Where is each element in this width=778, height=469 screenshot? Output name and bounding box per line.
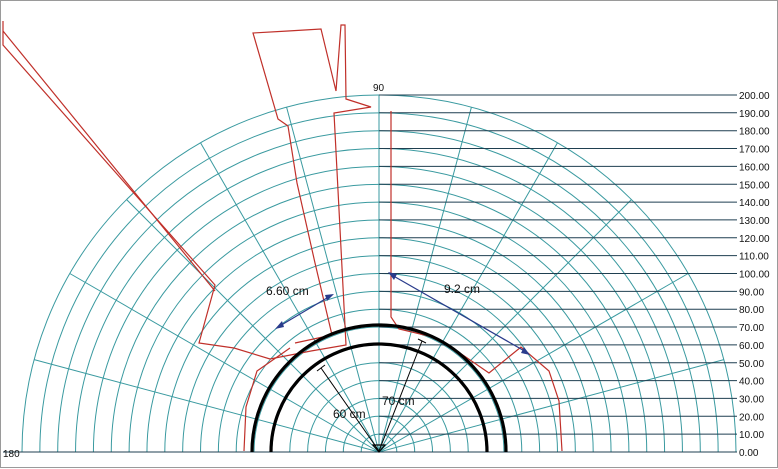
level-tick-label: 180.00 [739, 127, 770, 138]
level-tick-label: 40.00 [739, 377, 764, 388]
level-tick-label: 140.00 [739, 198, 770, 209]
angle-label-180: 180 [3, 449, 20, 460]
outer-ring [250, 323, 508, 453]
polar-grid-rays [22, 95, 736, 453]
dimension-arrow-right [388, 272, 530, 355]
grid-ray [378, 107, 472, 453]
grid-ray [34, 359, 380, 453]
dimension-line-70cm [378, 338, 427, 452]
measurement-inner-diameter: 60 cm [333, 407, 366, 421]
level-tick-label: 160.00 [739, 162, 770, 173]
level-tick-label: 130.00 [739, 216, 770, 227]
level-tick-label: 20.00 [739, 412, 764, 423]
level-tick-label: 110.00 [739, 252, 769, 263]
angle-label-90: 90 [373, 83, 385, 94]
red-outline-left-b [2, 30, 216, 292]
level-tick-label: 60.00 [739, 341, 764, 352]
level-labels: 0.00 10.00 20.00 30.00 40.00 50.00 60.00 70.00 8… [739, 91, 770, 459]
arrowhead-icon [275, 321, 284, 329]
level-tick-label: 50.00 [739, 359, 764, 370]
level-tick-label: 90.00 [739, 287, 764, 298]
level-tick-label: 170.00 [739, 145, 770, 156]
level-tick-label: 80.00 [739, 305, 764, 316]
level-tick-label: 100.00 [739, 270, 770, 281]
grid-ray [378, 359, 724, 453]
grid-ray [378, 199, 632, 453]
measurement-outer-diameter: 70 cm [382, 394, 415, 408]
grid-ray [69, 273, 380, 453]
level-tick-label: 30.00 [739, 394, 764, 405]
level-tick-label: 10.00 [739, 430, 764, 441]
inner-ring [269, 342, 489, 453]
center-marker-icon [371, 444, 387, 453]
measurement-left-gap: 6.60 cm [266, 284, 309, 298]
level-tick-label: 120.00 [739, 234, 770, 245]
dimension-arrow-left [275, 294, 334, 329]
grid-ray [378, 142, 558, 453]
red-outline-core [243, 347, 291, 452]
grid-ray [126, 199, 380, 453]
arrowhead-icon [521, 347, 530, 355]
grid-ray [200, 142, 380, 453]
level-tick-label: 0.00 [739, 448, 759, 459]
arrowhead-icon [325, 294, 334, 301]
level-tick-label: 70.00 [739, 323, 764, 334]
level-tick-label: 150.00 [739, 180, 770, 191]
level-lines [3, 94, 737, 453]
dimension-line-60cm [316, 364, 380, 452]
level-tick-label: 200.00 [739, 91, 770, 102]
red-outline-left [2, 21, 372, 360]
black-rings [250, 323, 508, 453]
level-tick-label: 190.00 [739, 109, 770, 120]
grid-ray [286, 107, 380, 453]
red-outline-right [390, 111, 563, 452]
measurement-right-gap: 9.2 cm [444, 282, 480, 296]
arrowhead-icon [388, 272, 397, 280]
